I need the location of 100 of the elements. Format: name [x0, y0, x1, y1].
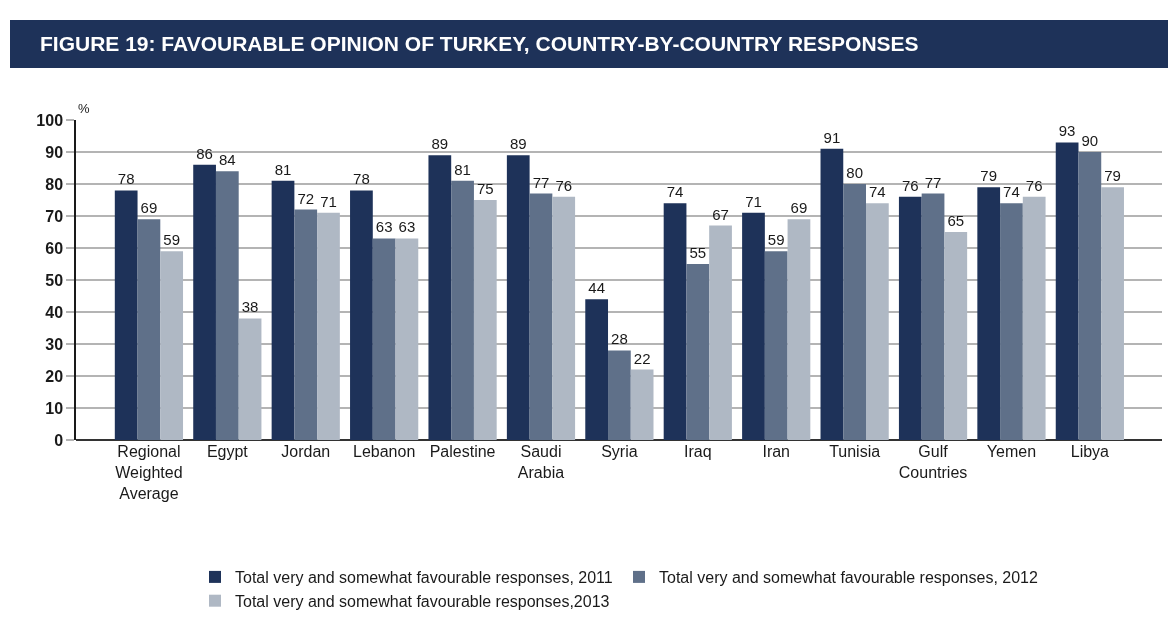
data-label: 93	[1058, 122, 1076, 140]
bar	[215, 171, 239, 440]
y-tick-label: 70	[45, 207, 64, 225]
bar	[350, 190, 373, 440]
legend-label: Total very and somewhat favourable responses, 2011	[235, 569, 613, 587]
y-tick-label: 60	[45, 239, 64, 257]
data-label: 59	[767, 231, 785, 249]
bar	[820, 148, 844, 440]
y-tick-label: 90	[45, 143, 64, 161]
chart-title: FIGURE 19: FAVOURABLE OPINION OF TURKEY, COUNTRY-BY-COUNTRY RESPONSES	[40, 32, 919, 56]
data-label: 72	[297, 189, 315, 207]
bar	[585, 299, 609, 440]
y-tick-label: 10	[45, 399, 64, 417]
bar	[428, 155, 452, 440]
data-label: 74	[869, 183, 886, 201]
bar	[552, 196, 576, 440]
bar	[608, 350, 631, 440]
data-label: 74	[666, 183, 684, 201]
data-label: 78	[353, 170, 370, 188]
y-tick-label: 80	[45, 175, 64, 193]
bar	[1078, 152, 1102, 440]
x-tick-label: Palestine	[429, 443, 496, 460]
data-label: 44	[588, 279, 605, 297]
bar	[1000, 203, 1023, 440]
bar	[764, 251, 788, 440]
data-label: 81	[274, 160, 292, 178]
data-label: 80	[846, 164, 863, 181]
y-tick-label: 30	[45, 335, 64, 353]
y-tick-label: 20	[45, 367, 64, 385]
data-label: 69	[140, 199, 158, 217]
x-tick-label: Regional Weighted Average	[115, 443, 183, 502]
bar	[866, 203, 889, 440]
data-label: 81	[454, 160, 471, 178]
data-label: 63	[398, 218, 416, 236]
bar	[451, 180, 474, 440]
bar	[193, 164, 216, 440]
x-tick-label: Yemen	[986, 443, 1037, 460]
bar	[742, 212, 765, 440]
data-label: 65	[947, 212, 965, 229]
data-label: 75	[476, 180, 494, 197]
y-tick-label: 0	[54, 431, 64, 449]
x-tick-label: Gulf Countries	[898, 443, 968, 481]
x-tick-label: Iraq	[684, 443, 712, 460]
bar	[709, 225, 732, 440]
data-label: 71	[745, 192, 762, 210]
bar	[1022, 196, 1046, 440]
x-tick-label: Egypt	[206, 443, 249, 460]
data-label: 63	[375, 218, 393, 236]
y-tick-label: 50	[45, 271, 64, 289]
x-tick-label: Tunisia	[829, 443, 881, 460]
bar	[977, 187, 1001, 440]
y-axis-title: %	[78, 101, 90, 116]
y-tick-label: 100	[36, 111, 64, 129]
data-label: 89	[431, 135, 449, 153]
data-label: 76	[1025, 176, 1043, 194]
bar	[686, 264, 710, 440]
bar	[294, 209, 318, 440]
bar	[529, 193, 553, 440]
x-tick-label: Iran	[762, 443, 791, 460]
bar	[921, 193, 945, 440]
data-label: 79	[1104, 167, 1121, 185]
bar	[843, 184, 866, 440]
data-label: 77	[532, 173, 550, 191]
x-tick-label: Saudi Arabia	[517, 443, 565, 481]
data-label: 78	[117, 170, 135, 188]
data-label: 59	[163, 231, 180, 249]
bar	[663, 203, 687, 440]
x-tick-label: Lebanon	[353, 443, 416, 460]
bar	[238, 318, 262, 440]
data-label: 76	[555, 176, 573, 194]
data-label: 67	[712, 205, 729, 223]
data-label: 28	[611, 330, 628, 348]
bar	[395, 238, 419, 440]
bar	[630, 369, 654, 440]
x-tick-label: Libya	[1070, 443, 1110, 460]
bar	[114, 190, 138, 440]
bar	[137, 219, 161, 440]
legend-label: Total very and somewhat favourable responses, 2012	[658, 569, 1038, 587]
x-tick-label: Jordan	[281, 443, 331, 460]
bar	[787, 219, 811, 440]
data-label: 79	[980, 167, 998, 185]
y-tick-label: 40	[45, 303, 64, 321]
data-label: 90	[1081, 132, 1099, 149]
data-label: 89	[509, 135, 527, 153]
data-label: 71	[320, 192, 337, 210]
bar	[944, 232, 968, 440]
bar	[1101, 187, 1124, 440]
legend-label: Total very and somewhat favourable responses,2013	[235, 592, 610, 610]
bar	[473, 200, 497, 440]
data-label: 74	[1003, 183, 1020, 201]
bar	[317, 212, 340, 440]
data-label: 76	[901, 176, 919, 194]
data-label: 84	[218, 151, 236, 169]
bar	[372, 238, 396, 440]
x-tick-label: Syria	[601, 443, 638, 460]
bar	[506, 155, 530, 440]
bar	[271, 180, 295, 440]
data-label: 86	[196, 144, 213, 162]
data-label: 22	[633, 349, 651, 367]
data-label: 91	[823, 128, 841, 146]
